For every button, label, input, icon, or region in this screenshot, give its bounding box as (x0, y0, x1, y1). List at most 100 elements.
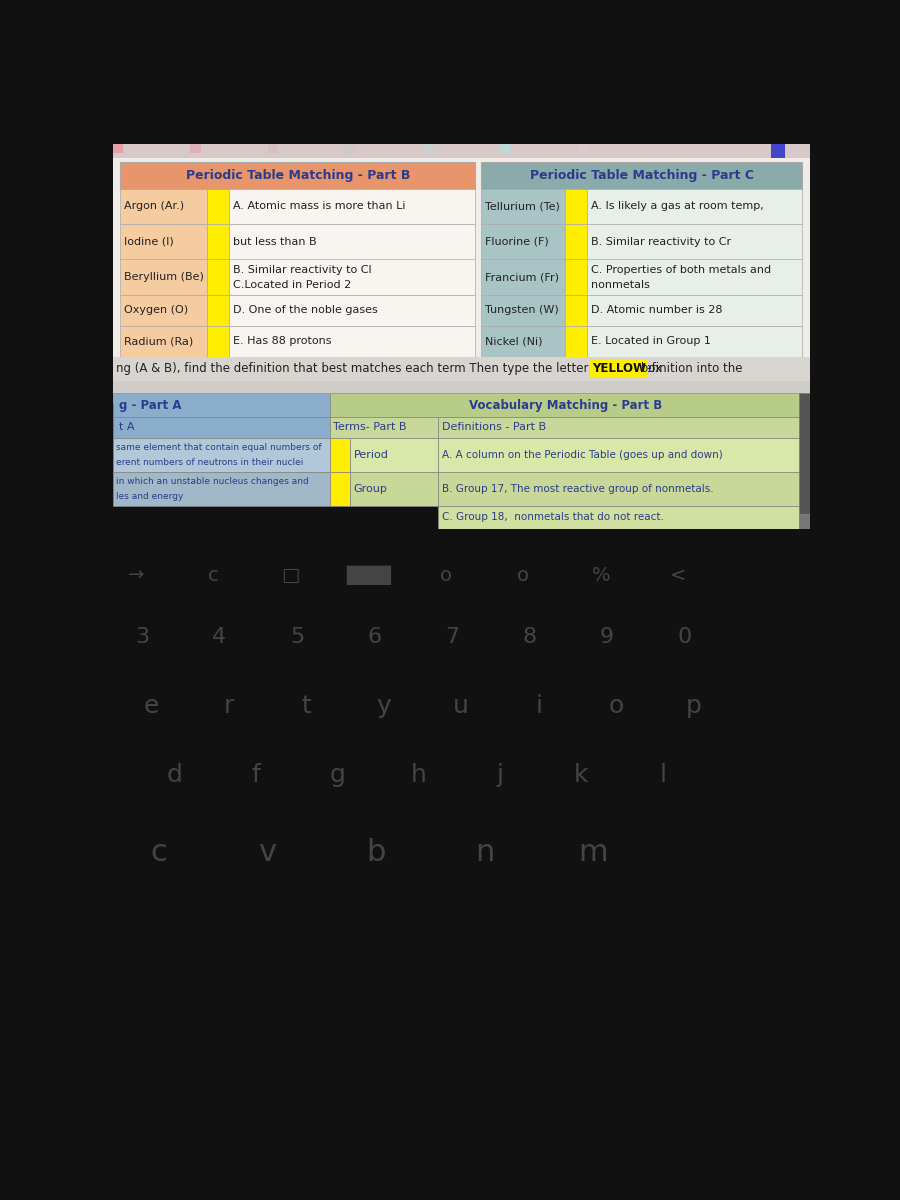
Text: Francium (Fr): Francium (Fr) (485, 272, 559, 282)
Bar (207, 325, 229, 356)
Text: Definitions - Part B: Definitions - Part B (442, 422, 546, 432)
Bar (587, 325, 802, 356)
Text: Beryllium (Be): Beryllium (Be) (124, 272, 204, 282)
Bar (349, 472, 438, 506)
Bar (112, 529, 810, 1068)
Bar (112, 416, 329, 438)
Text: Periodic Table Matching - Part C: Periodic Table Matching - Part C (530, 169, 754, 182)
Text: o: o (608, 694, 624, 718)
Text: t: t (302, 694, 311, 718)
Text: v: v (258, 838, 276, 866)
Bar (565, 325, 587, 356)
Bar (482, 224, 565, 259)
Text: o: o (440, 565, 452, 584)
Bar (229, 188, 475, 224)
Bar (482, 259, 565, 295)
Text: c: c (150, 838, 167, 866)
Text: Fluorine (F): Fluorine (F) (485, 236, 549, 247)
Text: Vocabulary Matching - Part B: Vocabulary Matching - Part B (469, 398, 662, 412)
Text: Period: Period (354, 450, 389, 460)
Text: ng (A & B), find the definition that best matches each term Then type the letter: ng (A & B), find the definition that bes… (116, 362, 747, 376)
Text: D. Atomic number is 28: D. Atomic number is 28 (590, 305, 722, 316)
Text: 7: 7 (445, 626, 459, 647)
Bar (229, 295, 475, 325)
Text: d: d (166, 763, 183, 787)
Text: A. A column on the Periodic Table (goes up and down): A. A column on the Periodic Table (goes … (442, 450, 723, 460)
Text: 3: 3 (135, 626, 149, 647)
Text: k: k (574, 763, 589, 787)
Text: E. Located in Group 1: E. Located in Group 1 (590, 336, 711, 346)
Bar (329, 394, 802, 416)
Bar (229, 325, 475, 356)
Text: Tellurium (Te): Tellurium (Te) (485, 202, 560, 211)
Text: same element that contain equal numbers of: same element that contain equal numbers … (116, 443, 322, 452)
Text: les and energy: les and energy (116, 492, 184, 502)
Bar (349, 438, 438, 472)
Bar (422, 144, 434, 154)
Text: n: n (475, 838, 494, 866)
Bar (121, 162, 475, 188)
Bar (799, 394, 810, 529)
Bar (587, 224, 802, 259)
Bar (329, 438, 349, 472)
Bar (207, 295, 229, 325)
Text: r: r (223, 694, 234, 718)
Bar (438, 438, 802, 472)
Bar (207, 188, 229, 224)
Text: g - Part A: g - Part A (119, 398, 181, 412)
Bar (565, 259, 587, 295)
Text: m: m (578, 838, 608, 866)
Bar (112, 438, 329, 472)
Bar (229, 259, 475, 295)
Text: p: p (686, 694, 702, 718)
Text: b: b (366, 838, 386, 866)
Text: l: l (659, 763, 666, 787)
Bar (112, 144, 123, 154)
Bar (112, 356, 810, 382)
Bar (112, 472, 329, 506)
Bar (267, 144, 278, 154)
Bar (438, 416, 802, 438)
Text: 0: 0 (678, 626, 691, 647)
Text: %: % (591, 565, 610, 584)
Bar (345, 144, 356, 154)
Bar (482, 162, 802, 188)
Text: Argon (Ar.): Argon (Ar.) (124, 202, 184, 211)
Text: Oxygen (O): Oxygen (O) (124, 305, 188, 316)
Bar (112, 356, 810, 379)
Text: 8: 8 (522, 626, 536, 647)
Text: 4: 4 (212, 626, 227, 647)
Text: u: u (454, 694, 469, 718)
Text: nonmetals: nonmetals (590, 280, 650, 290)
Text: y: y (376, 694, 392, 718)
Text: in which an unstable nucleus changes and: in which an unstable nucleus changes and (116, 476, 309, 486)
Bar (112, 144, 810, 158)
Text: Radium (Ra): Radium (Ra) (124, 336, 194, 346)
Text: erent numbers of neutrons in their nuclei: erent numbers of neutrons in their nucle… (116, 458, 304, 467)
Text: B. Similar reactivity to Cl: B. Similar reactivity to Cl (232, 264, 371, 275)
Text: box: box (637, 362, 662, 376)
Text: A. Atomic mass is more than Li: A. Atomic mass is more than Li (232, 202, 405, 211)
Text: o: o (518, 565, 529, 584)
Text: t A: t A (119, 422, 134, 432)
Text: B. Group 17, The most reactive group of nonmetals.: B. Group 17, The most reactive group of … (442, 484, 714, 494)
Bar (121, 188, 207, 224)
Text: C.Located in Period 2: C.Located in Period 2 (232, 280, 351, 290)
Bar (771, 144, 785, 158)
Bar (799, 514, 810, 529)
Text: A. Is likely a gas at room temp,: A. Is likely a gas at room temp, (590, 202, 763, 211)
Bar (112, 382, 810, 394)
Bar (438, 506, 802, 529)
Bar (121, 224, 207, 259)
Text: 5: 5 (290, 626, 304, 647)
Text: →: → (128, 565, 144, 584)
Bar (565, 295, 587, 325)
Bar (190, 144, 201, 154)
Bar (329, 472, 349, 506)
Text: Iodine (I): Iodine (I) (124, 236, 174, 247)
Bar (565, 188, 587, 224)
Text: 6: 6 (367, 626, 382, 647)
Text: Terms- Part B: Terms- Part B (333, 422, 407, 432)
Bar (121, 295, 207, 325)
Bar (565, 224, 587, 259)
